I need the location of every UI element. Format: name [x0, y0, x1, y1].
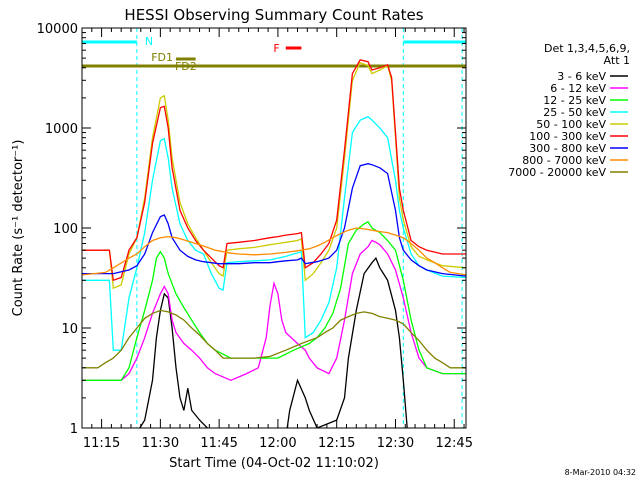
night-label: N [145, 35, 153, 48]
x-tick-label: 12:45 [436, 436, 473, 451]
legend-entry-label: 50 - 100 keV [536, 118, 606, 131]
y-axis-label: Count Rate (s⁻¹ detector⁻¹) [11, 140, 26, 317]
x-tick-label: 11:30 [142, 436, 179, 451]
series-layer [82, 59, 466, 428]
series-line-0 [139, 256, 409, 428]
y-tick-label: 1000 [45, 122, 78, 137]
series-line-2 [82, 221, 466, 381]
x-tick-label: 12:00 [259, 436, 296, 451]
legend-entry-label: 100 - 300 keV [529, 130, 606, 143]
flare-label: F [273, 42, 279, 55]
y-tick-label: 10 [61, 322, 78, 337]
series-line-3 [82, 115, 466, 351]
x-axis-label: Start Time (04-Oct-02 11:10:02) [169, 456, 379, 471]
y-tick-label: 10000 [37, 22, 78, 37]
legend-entry-label: 6 - 12 keV [550, 82, 606, 95]
x-tick-label: 11:15 [83, 436, 120, 451]
legend-entry-label: 800 - 7000 keV [522, 154, 606, 167]
legend-header: Att 1 [604, 54, 630, 67]
x-tick-label: 12:15 [318, 436, 355, 451]
series-line-8 [82, 309, 466, 369]
series-line-6 [82, 163, 466, 277]
fd1-label: FD1 [151, 51, 173, 64]
legend-entry-label: 3 - 6 keV [557, 70, 606, 83]
y-tick-label: 1 [70, 422, 78, 437]
series-line-1 [82, 239, 466, 382]
legend-entry-label: 7000 - 20000 keV [508, 166, 606, 179]
series-line-5 [82, 59, 466, 282]
x-axis: 11:15 11:30 11:45 12:00 12:15 12:30 12:45 [81, 28, 473, 451]
legend-entry-label: 25 - 50 keV [543, 106, 606, 119]
x-tick-label: 11:45 [200, 436, 237, 451]
legend-header: Det 1,3,4,5,6,9, [544, 42, 630, 55]
legend-entry-label: 300 - 800 keV [529, 142, 606, 155]
y-axis: 1 10 100 1000 10000 [37, 22, 466, 437]
date-stamp: 8-Mar-2010 04:32 [565, 468, 636, 477]
y-tick-label: 100 [53, 222, 78, 237]
series-line-7 [82, 227, 466, 276]
x-tick-label: 12:30 [377, 436, 414, 451]
chart-title: HESSI Observing Summary Count Rates [124, 6, 423, 24]
legend-entry-label: 12 - 25 keV [543, 94, 606, 107]
fd2-label: FD2 [175, 60, 197, 73]
